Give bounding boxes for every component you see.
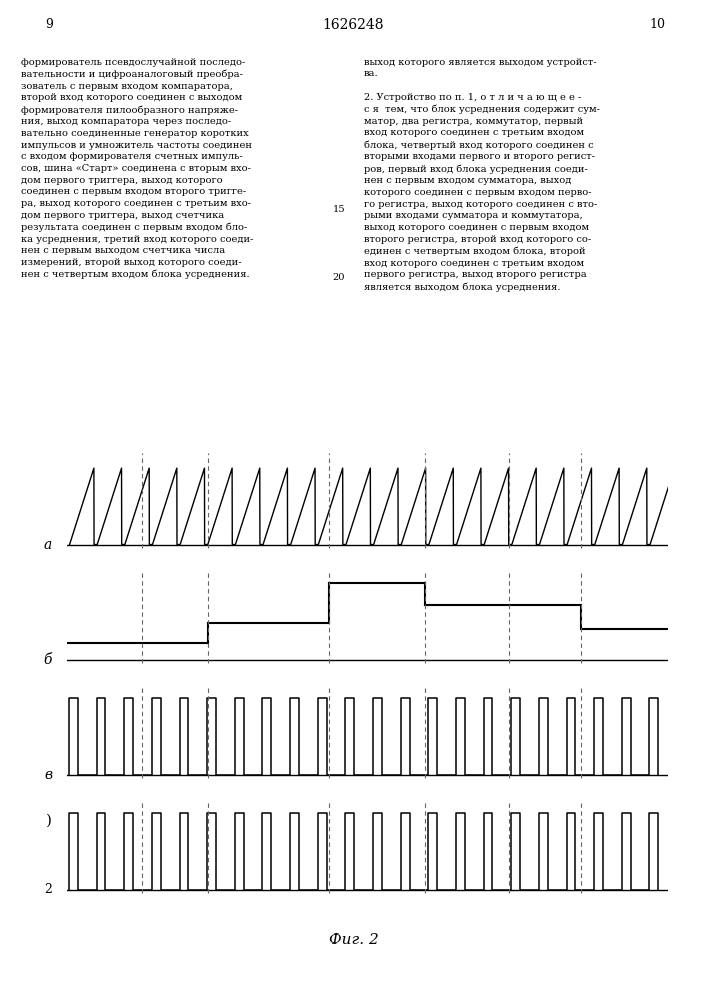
Text: Фиг. 2: Фиг. 2 bbox=[329, 933, 378, 947]
Text: 1626248: 1626248 bbox=[323, 18, 384, 32]
Text: а: а bbox=[44, 538, 52, 552]
Text: ): ) bbox=[46, 814, 52, 828]
Text: б: б bbox=[44, 653, 52, 667]
Text: выход которого является выходом устройст-
ва.

2. Устройство по п. 1, о т л и ч : выход которого является выходом устройст… bbox=[364, 58, 600, 292]
Text: 2: 2 bbox=[45, 883, 52, 896]
Text: 9: 9 bbox=[45, 18, 54, 31]
Text: 20: 20 bbox=[332, 273, 345, 282]
Text: 10: 10 bbox=[650, 18, 665, 31]
Text: 15: 15 bbox=[332, 205, 345, 214]
Text: в: в bbox=[44, 768, 52, 782]
Text: формирователь псевдослучайной последо-
вательности и цифроаналоговый преобра-
зо: формирователь псевдослучайной последо- в… bbox=[21, 58, 254, 279]
